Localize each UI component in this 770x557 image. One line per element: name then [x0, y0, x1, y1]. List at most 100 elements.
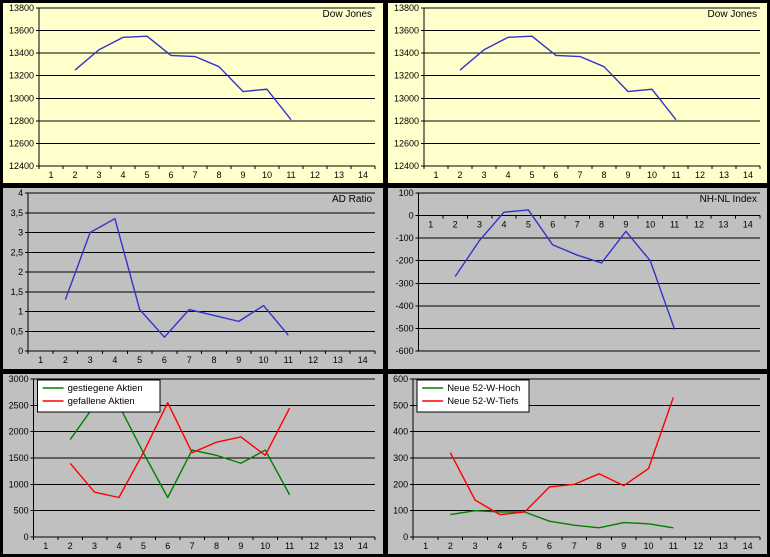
series-line [449, 509, 673, 529]
legend-label: gestiegene Aktien [68, 383, 143, 394]
y-tick-label: 4 [18, 188, 23, 198]
x-tick-label: 10 [260, 541, 270, 551]
x-tick-label: 2 [447, 541, 452, 551]
x-tick-label: 12 [694, 170, 704, 180]
x-tick-label: 1 [428, 220, 433, 230]
x-tick-label: 6 [162, 355, 167, 365]
y-tick-label: 500 [14, 505, 29, 515]
x-tick-label: 10 [259, 355, 269, 365]
chart-legend [416, 379, 530, 413]
x-tick-label: 6 [550, 220, 555, 230]
x-tick-label: 14 [358, 541, 368, 551]
x-tick-label: 10 [646, 170, 656, 180]
x-tick-label: 4 [112, 355, 117, 365]
x-tick-label: 4 [501, 220, 506, 230]
x-tick-label: 2 [457, 170, 462, 180]
y-tick-label: 12800 [9, 116, 34, 126]
chart-ad-ratio[interactable]: 0 0,5 1 1,5 2 2,5 3 3,5 4 1 2 3 4 5 6 7 8 9 10 11 12 13 14 AD R… [2, 187, 384, 370]
x-tick-label: 14 [358, 170, 368, 180]
x-tick-label: 13 [717, 541, 727, 551]
x-tick-label: 5 [137, 355, 142, 365]
x-tick-label: 11 [285, 541, 294, 551]
x-tick-label: 10 [643, 541, 653, 551]
series-line [74, 35, 292, 121]
y-tick-label: 3000 [9, 374, 29, 384]
chart-svg: 12400 12600 12800 13000 13200 13400 13600 13800… [9, 3, 376, 180]
y-tick-label: -400 [395, 301, 413, 311]
y-tick-label: 3,5 [11, 208, 24, 218]
y-tick-label: 12600 [393, 138, 418, 148]
x-tick-label: 8 [211, 355, 216, 365]
y-tick-label: 0 [24, 532, 29, 542]
y-tick-label: 3 [18, 228, 23, 238]
x-tick-label: 11 [286, 170, 295, 180]
x-tick-label: 5 [141, 541, 146, 551]
x-tick-label: 3 [96, 170, 101, 180]
x-tick-label: 11 [284, 355, 293, 365]
chart-new-highs-lows[interactable]: 0 100 200 300 400 500 600 1 2 3 4 5 6 7 8 9 10 11 12 13 14 Ne… [386, 372, 768, 555]
x-tick-label: 9 [240, 170, 245, 180]
y-tick-label: 1,5 [11, 287, 24, 297]
x-tick-label: 9 [238, 541, 243, 551]
x-tick-label: 1 [43, 541, 48, 551]
y-tick-label: -300 [395, 279, 413, 289]
y-tick-label: 100 [398, 188, 413, 198]
x-tick-label: 12 [308, 355, 318, 365]
y-tick-label: 13400 [9, 48, 34, 58]
x-tick-label: 7 [190, 541, 195, 551]
x-tick-label: 1 [433, 170, 438, 180]
x-tick-label: 1 [423, 541, 428, 551]
x-tick-label: 3 [481, 170, 486, 180]
y-tick-label: 1000 [9, 479, 29, 489]
x-tick-label: 14 [742, 541, 752, 551]
x-tick-label: 1 [48, 170, 53, 180]
y-tick-label: 1 [18, 307, 23, 317]
y-tick-label: 400 [393, 426, 408, 436]
y-tick-label: 0 [403, 532, 408, 542]
x-tick-label: 7 [192, 170, 197, 180]
y-tick-label: 13200 [9, 71, 34, 81]
chart-dow-jones-1[interactable]: 12400 12600 12800 13000 13200 13400 13600 13800… [2, 2, 384, 185]
chart-dow-jones-2[interactable]: 12400 12600 12800 13000 13200 13400 13600 13800… [386, 2, 768, 185]
chart-title: Dow Jones [707, 9, 756, 20]
y-tick-label: 13800 [393, 3, 418, 13]
series-line [449, 396, 674, 515]
y-tick-label: 12400 [9, 161, 34, 171]
series-line [69, 401, 291, 498]
chart-advancers-decliners[interactable]: 0 500 1000 1500 2000 2500 3000 1 2 3 4 5 6 7 8 9 10 11 12 1… [2, 372, 384, 555]
x-tick-label: 9 [623, 220, 628, 230]
x-tick-label: 14 [358, 355, 368, 365]
x-tick-label: 8 [216, 170, 221, 180]
x-tick-label: 13 [334, 170, 344, 180]
legend-label: Neue 52-W-Tiefs [447, 396, 519, 407]
y-tick-label: -200 [395, 256, 413, 266]
x-tick-label: 8 [214, 541, 219, 551]
x-tick-label: 7 [577, 170, 582, 180]
chart-title: NH-NL Index [699, 194, 756, 205]
y-tick-label: -500 [395, 324, 413, 334]
y-tick-label: 0 [18, 346, 23, 356]
x-tick-label: 4 [497, 541, 502, 551]
x-tick-label: 5 [525, 220, 530, 230]
x-tick-label: 8 [596, 541, 601, 551]
x-tick-label: 8 [598, 220, 603, 230]
x-tick-label: 5 [522, 541, 527, 551]
y-tick-label: 13200 [393, 71, 418, 81]
chart-title: Dow Jones [323, 9, 372, 20]
x-tick-label: 6 [165, 541, 170, 551]
x-tick-label: 2 [63, 355, 68, 365]
x-tick-label: 7 [187, 355, 192, 365]
chart-nh-nl-index[interactable]: -600 -500 -400 -300 -200 -100 0 100 1 2 3 4 5 6 7 8 9 10 1… [386, 187, 768, 370]
x-tick-label: 3 [92, 541, 97, 551]
y-tick-label: 0,5 [11, 327, 24, 337]
y-tick-label: 2500 [9, 400, 29, 410]
x-tick-label: 12 [694, 220, 704, 230]
y-tick-label: 13600 [9, 26, 34, 36]
x-tick-label: 12 [310, 170, 320, 180]
series-line [64, 218, 289, 339]
x-tick-label: 4 [505, 170, 510, 180]
